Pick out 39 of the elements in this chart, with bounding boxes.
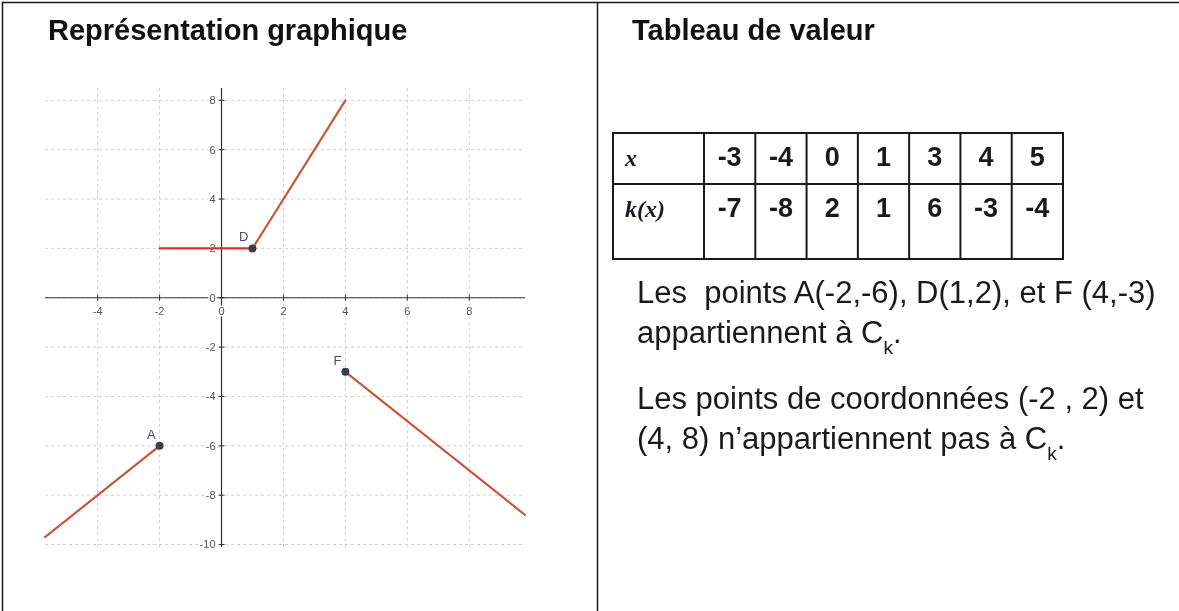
y-tick-label: 6	[209, 143, 216, 156]
text: 0	[824, 142, 840, 172]
x-tick-label: 8	[466, 304, 473, 317]
x-tick-label: 4	[342, 304, 349, 317]
x-tick-label: 0	[218, 304, 225, 317]
x-tick-label: 2	[280, 304, 287, 317]
category-label: k(x)	[625, 196, 665, 222]
text: 6	[927, 193, 943, 223]
text: -4	[768, 142, 793, 172]
text: -4	[1025, 193, 1050, 223]
x-tick-label: -2	[154, 304, 165, 317]
text: Les points A(-2,-6), D(1,2), et F (4,-3) appartiennent à C$_{k}$.	[637, 275, 1156, 358]
y-tick-label: -6	[205, 439, 216, 452]
y-tick-label: -2	[205, 340, 216, 353]
chart-title: Représentation graphique	[48, 14, 408, 46]
y-tick-label: -10	[199, 538, 216, 551]
text: 2	[824, 193, 840, 223]
text: 1	[875, 193, 892, 223]
y-tick-label: 8	[209, 94, 216, 107]
text: -8	[768, 193, 793, 223]
y-tick-label: 4	[209, 192, 216, 205]
text: -3	[974, 193, 999, 223]
annotation: A	[146, 426, 156, 442]
text: -7	[717, 193, 742, 223]
text: -3	[717, 142, 742, 172]
text: 5	[1029, 142, 1045, 172]
y-tick-label: 0	[209, 291, 216, 304]
x-tick-label: -4	[92, 304, 103, 317]
annotation: F	[333, 352, 342, 368]
text: 3	[927, 142, 943, 172]
text: 4	[978, 142, 994, 172]
text: Tableau de valeur	[632, 14, 875, 46]
text: 1	[875, 142, 892, 172]
y-tick-label: -4	[205, 390, 216, 403]
category-label: x	[625, 145, 637, 171]
x-tick-label: 6	[404, 304, 411, 317]
annotation: D	[239, 229, 249, 245]
y-tick-label: -8	[205, 489, 216, 502]
text: Les points de coordonnées (-2 , 2) et (4, 8) n’appartiennent pas à C$_{k}$.	[637, 381, 1145, 464]
